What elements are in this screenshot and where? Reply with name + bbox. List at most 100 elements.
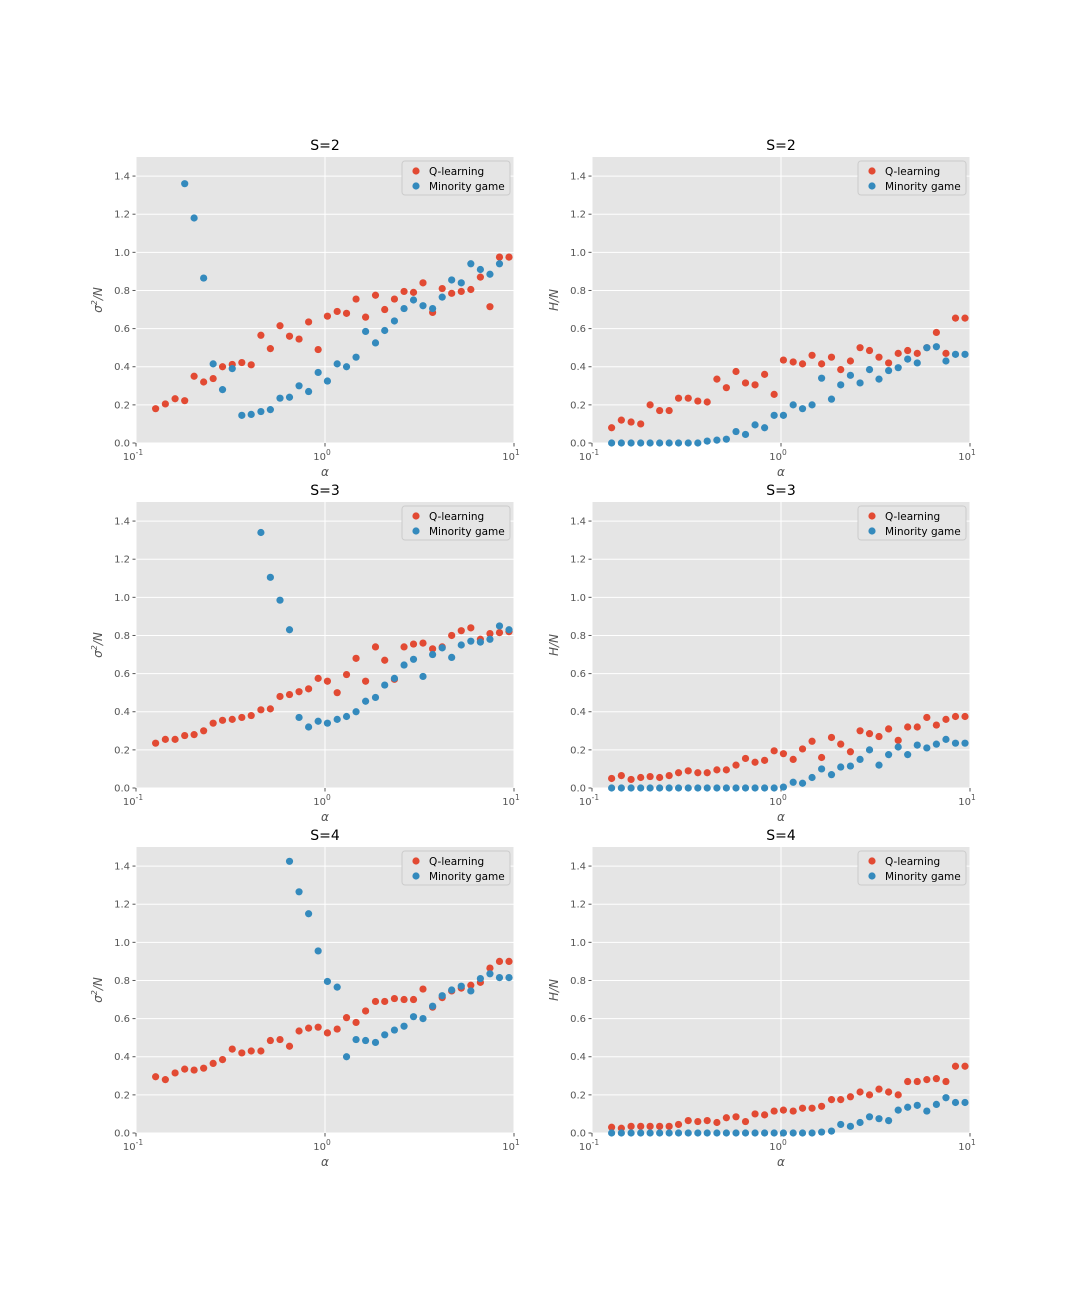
x-tick-base: 10	[579, 452, 592, 463]
data-point	[732, 784, 740, 792]
x-tick-exponent: 0	[326, 1138, 331, 1147]
legend-marker	[868, 167, 876, 175]
x-tick-label: 101	[502, 448, 520, 463]
data-point	[684, 767, 692, 775]
data-point	[770, 784, 778, 792]
data-point	[761, 1111, 769, 1119]
chart-panel: 0.00.20.40.60.81.01.21.410-1 100 101S=4ασ2…	[90, 828, 520, 1169]
y-tick-label: 0.0	[570, 784, 586, 795]
data-point	[448, 631, 456, 640]
data-point	[770, 747, 778, 755]
data-point	[751, 1129, 759, 1137]
data-point	[627, 775, 635, 784]
y-tick-label: 1.2	[114, 555, 130, 566]
x-tick-exponent: -1	[592, 1138, 600, 1147]
y-tick-label: 0.0	[570, 439, 586, 450]
chart-title: S=3	[766, 483, 796, 499]
data-point	[684, 439, 692, 447]
legend-marker	[412, 872, 420, 880]
data-point	[371, 1038, 380, 1047]
data-point	[285, 857, 294, 865]
data-point	[257, 706, 265, 714]
data-point	[913, 1101, 921, 1109]
x-tick-exponent: 1	[971, 1138, 976, 1147]
data-point	[617, 784, 625, 792]
data-point	[409, 640, 418, 648]
y-tick-label: 1.0	[570, 593, 586, 604]
data-point	[247, 410, 255, 418]
series-minority-game	[608, 1094, 969, 1137]
y-tick-label: 0.2	[114, 745, 130, 756]
data-point	[608, 774, 616, 783]
data-point	[856, 755, 864, 764]
data-point	[779, 411, 788, 419]
x-tick-exponent: 1	[515, 1138, 520, 1147]
data-point	[409, 995, 418, 1004]
y-axis-label: H/N	[547, 979, 561, 1001]
data-point	[371, 291, 380, 299]
data-point	[904, 723, 912, 731]
data-point	[200, 274, 208, 282]
data-point	[266, 406, 274, 414]
data-point	[476, 638, 484, 646]
data-point	[798, 779, 807, 787]
data-point	[371, 339, 380, 347]
data-point	[429, 1002, 437, 1010]
data-point	[181, 180, 189, 188]
y-tick-label: 0.4	[114, 362, 130, 373]
data-point	[722, 766, 730, 774]
y-axis-label-part: H/N	[547, 289, 561, 311]
data-point	[467, 285, 475, 294]
data-point	[827, 733, 836, 742]
data-point	[885, 359, 893, 367]
legend-marker	[868, 857, 876, 865]
data-point	[285, 393, 294, 401]
data-point	[295, 888, 303, 896]
data-point	[674, 1129, 683, 1137]
data-point	[285, 690, 294, 699]
x-tick-base: 10	[579, 1142, 592, 1153]
chart-panel: 0.00.20.40.60.81.01.21.410-1 100 101S=2αH/…	[547, 138, 976, 479]
data-point	[865, 365, 874, 374]
y-axis-label-part: H/N	[547, 634, 561, 656]
data-point	[694, 397, 702, 405]
legend-marker	[868, 872, 876, 880]
data-point	[333, 1025, 341, 1033]
data-point	[846, 371, 855, 379]
legend-marker	[868, 527, 876, 535]
x-tick-exponent: 0	[326, 448, 331, 457]
data-point	[932, 343, 940, 351]
data-point	[295, 1027, 303, 1035]
x-tick-label: 101	[502, 1138, 520, 1153]
data-point	[505, 957, 513, 966]
x-tick-exponent: 0	[782, 448, 787, 457]
y-tick-label: 1.4	[114, 862, 130, 873]
x-tick-exponent: -1	[136, 793, 144, 802]
data-point	[495, 622, 504, 630]
data-point	[732, 761, 740, 769]
data-point	[674, 769, 683, 777]
y-tick-label: 0.0	[114, 1129, 130, 1140]
data-point	[266, 345, 274, 353]
data-point	[390, 317, 399, 325]
y-axis-label-part: /N	[91, 632, 105, 646]
data-point	[486, 629, 494, 638]
chart-panel: 0.00.20.40.60.81.01.21.410-1 100 101S=4αH/…	[547, 828, 976, 1169]
data-point	[381, 1031, 389, 1039]
x-tick-label: 10-1	[123, 793, 143, 808]
data-point	[295, 688, 303, 696]
data-point	[617, 772, 625, 780]
data-point	[961, 1062, 969, 1070]
data-point	[923, 1076, 931, 1084]
y-tick-label: 1.2	[570, 555, 586, 566]
data-point	[295, 382, 303, 390]
data-point	[314, 1023, 322, 1031]
data-point	[429, 650, 437, 659]
data-point	[305, 318, 313, 326]
data-point	[438, 992, 446, 1000]
legend-marker	[412, 182, 420, 190]
data-point	[218, 716, 227, 724]
legend	[857, 160, 967, 196]
y-tick-label: 0.8	[114, 286, 130, 297]
